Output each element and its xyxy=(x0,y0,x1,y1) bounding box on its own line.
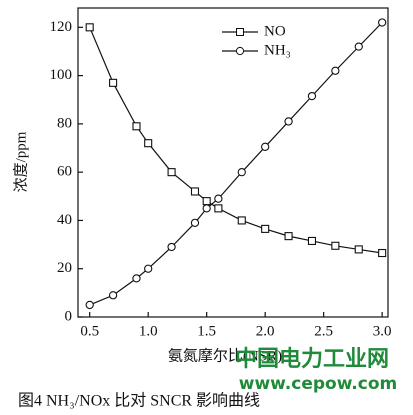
series-line xyxy=(89,22,383,306)
marker xyxy=(307,91,317,101)
marker xyxy=(202,197,211,206)
marker xyxy=(354,42,363,51)
legend-label: NH₃ xyxy=(264,42,291,58)
marker xyxy=(144,264,153,273)
marker xyxy=(167,168,176,177)
marker xyxy=(284,117,293,126)
y-tick-label: 120 xyxy=(50,19,73,35)
caption: 图4 NH₃/NOx 比对 SNCR 影响曲线 xyxy=(18,392,260,410)
marker xyxy=(378,18,387,27)
marker xyxy=(85,23,94,32)
marker xyxy=(109,78,118,87)
marker xyxy=(214,194,223,203)
y-axis-label: 浓度/ppm xyxy=(12,131,29,192)
marker xyxy=(261,142,270,151)
y-tick-label: 80 xyxy=(57,115,72,131)
x-tick-label: 1.0 xyxy=(139,323,158,339)
marker xyxy=(354,245,363,254)
watermark-url: www.cepow.com xyxy=(239,374,398,394)
x-tick-label: 2.0 xyxy=(256,323,275,339)
marker xyxy=(237,216,246,225)
marker xyxy=(132,122,141,131)
marker xyxy=(214,204,223,213)
marker xyxy=(144,139,153,148)
series-line xyxy=(89,27,383,254)
y-tick-label: 100 xyxy=(50,67,73,83)
x-tick-label: 0.5 xyxy=(80,323,99,339)
y-tick-label: 0 xyxy=(65,308,73,324)
y-tick-label: 60 xyxy=(57,164,72,180)
marker xyxy=(190,187,200,196)
marker xyxy=(237,168,246,177)
legend-label: NO xyxy=(264,23,286,39)
watermark: 中国电力工业网 xyxy=(235,347,389,372)
y-tick-label: 40 xyxy=(57,212,72,228)
x-tick-label: 3.0 xyxy=(373,323,392,339)
x-tick-label: 2.5 xyxy=(314,323,333,339)
marker xyxy=(202,204,211,213)
y-tick-label: 20 xyxy=(57,260,72,276)
legend-marker xyxy=(235,46,245,56)
marker xyxy=(167,242,176,252)
marker xyxy=(108,291,118,300)
legend-marker xyxy=(236,28,244,36)
x-tick-label: 1.5 xyxy=(197,323,216,339)
plot-frame xyxy=(77,7,389,318)
marker xyxy=(307,236,317,246)
marker xyxy=(378,248,387,258)
marker xyxy=(284,232,293,241)
marker xyxy=(85,300,94,310)
marker xyxy=(190,218,200,228)
marker xyxy=(331,66,340,75)
marker xyxy=(132,274,141,283)
marker xyxy=(331,241,340,250)
marker xyxy=(261,224,270,233)
x-axis-label: 氨氮摩尔比(NSR) xyxy=(168,346,282,364)
